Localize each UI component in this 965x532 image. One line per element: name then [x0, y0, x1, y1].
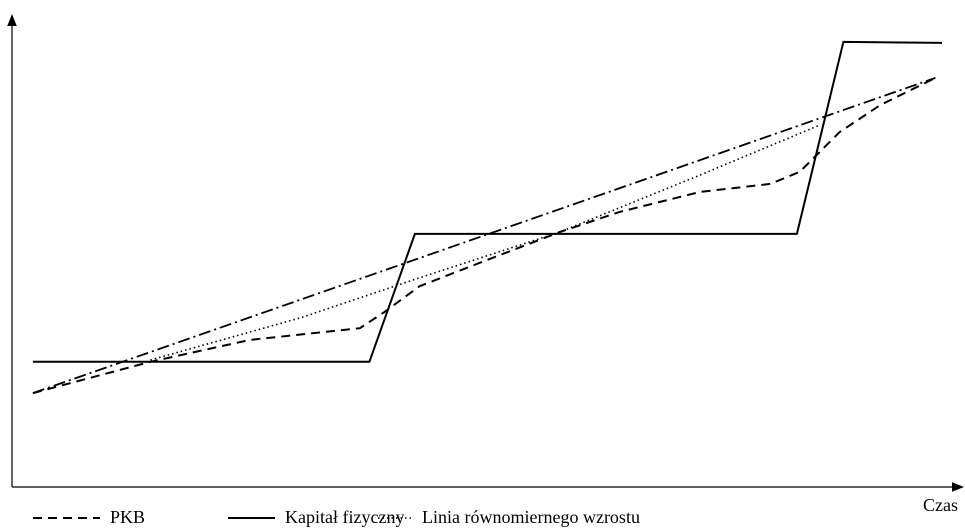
legend-label: Linia równomiernego wzrostu: [422, 507, 640, 527]
legend-label: Kapitał fizyczny: [285, 507, 404, 527]
series-line: [32, 40, 943, 363]
series-line: [32, 77, 936, 394]
legend-label: PKB: [110, 507, 145, 527]
x-axis-label: Czas: [923, 495, 958, 515]
series-line: [32, 77, 936, 395]
series-line: [150, 124, 821, 361]
